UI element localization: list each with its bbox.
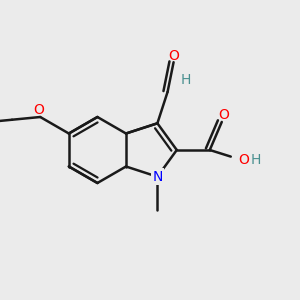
Text: O: O <box>238 153 249 166</box>
Text: N: N <box>152 170 163 184</box>
Text: H: H <box>250 153 261 166</box>
Text: H: H <box>180 73 191 87</box>
Text: O: O <box>168 49 179 63</box>
Text: O: O <box>218 108 229 122</box>
Text: O: O <box>33 103 44 117</box>
